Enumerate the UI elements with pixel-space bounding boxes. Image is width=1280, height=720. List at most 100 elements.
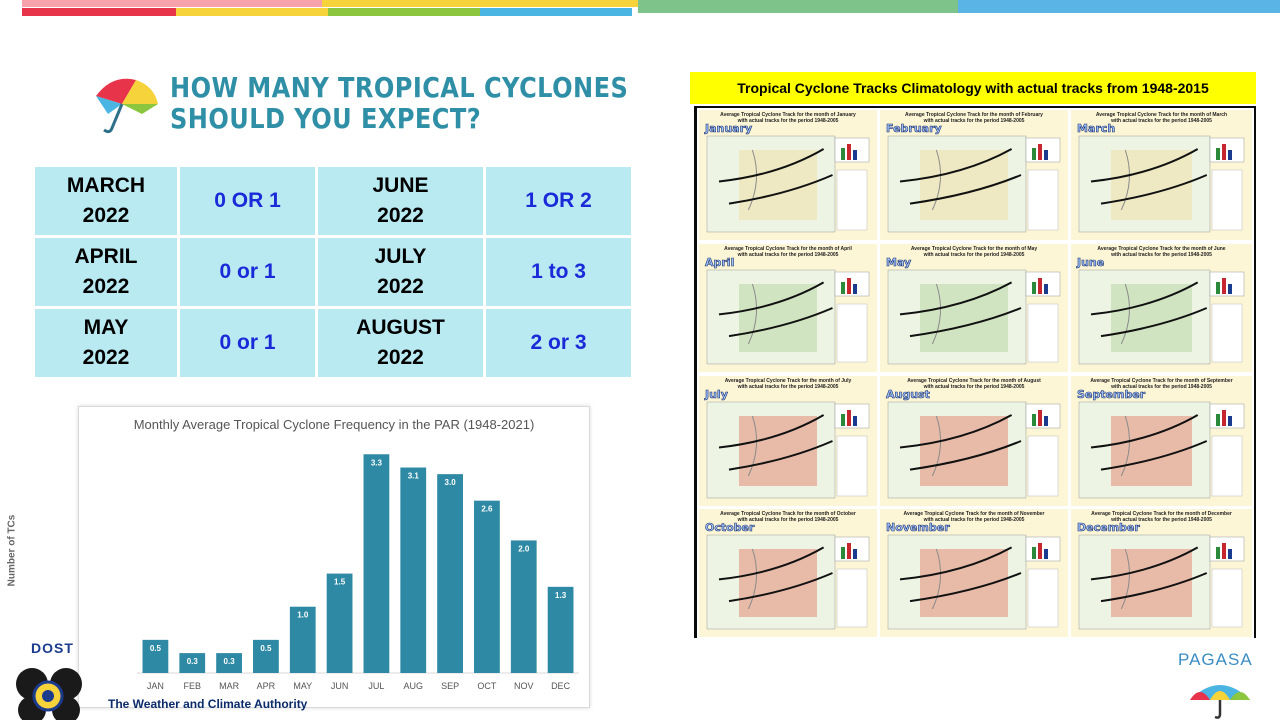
panel-month-label: June — [1077, 256, 1105, 270]
panel-map — [887, 534, 1061, 630]
panel-title: Average Tropical Cyclone Track for the m… — [699, 378, 877, 390]
stripe-pink — [22, 0, 322, 7]
forecast-table: MARCH 2022 0 OR 1 JUNE 2022 1 OR 2 APRIL 20… — [32, 164, 634, 380]
umbrella-icon — [96, 78, 158, 134]
panel-title-line-2: with actual tracks for the period 1948-2… — [737, 118, 839, 124]
panel-map — [706, 534, 870, 630]
chart-plot: 0.5 JAN 0.3 FEB 0.3 MAR 0.5 APR 1.0 MAY 1.5 JUN 3.3 J… — [137, 454, 579, 691]
bar-aug — [400, 467, 427, 673]
year-label: 2022 — [377, 275, 424, 298]
year-label: 2022 — [377, 346, 424, 369]
forecast-value: 0 or 1 — [180, 238, 315, 306]
data-label-jan: 0.5 — [150, 644, 162, 653]
x-tick-sep: SEP — [441, 681, 459, 691]
panel-map — [1078, 401, 1245, 499]
table-row: APRIL 2022 0 or 1 JULY 2022 1 to 3 — [35, 238, 631, 306]
panel-title: Average Tropical Cyclone Track for the m… — [880, 246, 1068, 258]
panel-title: Average Tropical Cyclone Track for the m… — [1071, 112, 1252, 124]
x-tick-oct: OCT — [477, 681, 497, 691]
panel-month-label: March — [1077, 122, 1116, 136]
data-label-apr: 0.5 — [260, 644, 272, 653]
panel-title-line-1: Average Tropical Cyclone Track for the m… — [910, 246, 1038, 252]
track-panel-april: Average Tropical Cyclone Track for the m… — [697, 242, 879, 374]
x-tick-apr: APR — [257, 681, 276, 691]
data-label-sep: 3.0 — [445, 478, 457, 487]
month-label: AUGUST — [356, 316, 445, 339]
panel-title-line-2: with actual tracks for the period 1948-2… — [1111, 252, 1212, 258]
track-panel-october: Average Tropical Cyclone Track for the m… — [697, 507, 879, 639]
panel-month-label: April — [705, 256, 735, 270]
title-line-2: SHOULD YOU EXPECT? — [170, 102, 482, 135]
pagasa-umbrella-icon — [1190, 685, 1250, 719]
panel-title: Average Tropical Cyclone Track for the m… — [699, 246, 877, 258]
panel-month-label: October — [705, 521, 755, 535]
panel-title-line-2: with actual tracks for the period 1948-2… — [1111, 118, 1212, 124]
panel-month-label: January — [705, 122, 753, 136]
panel-title: Average Tropical Cyclone Track for the m… — [699, 112, 877, 124]
panel-month-label: December — [1077, 521, 1140, 535]
stripe-yellow — [176, 8, 328, 16]
panel-title: Average Tropical Cyclone Track for the m… — [880, 112, 1068, 124]
bar-feb — [179, 653, 206, 673]
panel-title-line-1: Average Tropical Cyclone Track for the m… — [1090, 378, 1233, 384]
panel-title-line-2: with actual tracks for the period 1948-2… — [923, 252, 1025, 258]
chart-y-axis-label: Number of TCs — [6, 514, 18, 587]
track-panel-january: Average Tropical Cyclone Track for the m… — [697, 108, 879, 242]
panel-title: Average Tropical Cyclone Track for the m… — [1071, 246, 1252, 258]
panel-map — [706, 269, 870, 365]
panel-title: Average Tropical Cyclone Track for the m… — [1071, 511, 1252, 523]
panel-map — [887, 135, 1061, 233]
data-label-may: 1.0 — [297, 611, 309, 620]
panel-map — [1078, 269, 1245, 365]
data-label-mar: 0.3 — [224, 657, 236, 666]
data-label-dec: 1.3 — [555, 591, 567, 600]
data-label-jun: 1.5 — [334, 578, 346, 587]
track-panel-june: Average Tropical Cyclone Track for the m… — [1069, 242, 1254, 374]
bar-jan — [142, 639, 169, 673]
month-cell: MAY 2022 — [35, 309, 177, 377]
forecast-value: 1 to 3 — [486, 238, 631, 306]
bar-apr — [253, 639, 279, 673]
data-label-oct: 2.6 — [481, 505, 493, 514]
panel-title-line-1: Average Tropical Cyclone Track for the m… — [1097, 246, 1226, 252]
x-tick-dec: DEC — [551, 681, 571, 691]
track-panel-november: Average Tropical Cyclone Track for the m… — [878, 507, 1070, 639]
data-label-aug: 3.1 — [408, 472, 420, 481]
month-cell: JULY 2022 — [318, 238, 483, 306]
stripe-green — [328, 8, 480, 16]
track-panel-december: Average Tropical Cyclone Track for the m… — [1069, 507, 1254, 639]
track-panel-july: Average Tropical Cyclone Track for the m… — [697, 374, 879, 508]
year-label: 2022 — [82, 204, 130, 227]
stripe-yellow-top — [322, 0, 638, 7]
track-panel-august: Average Tropical Cyclone Track for the m… — [878, 374, 1070, 508]
panel-title-line-2: with actual tracks for the period 1948-2… — [923, 118, 1025, 124]
year-label: 2022 — [82, 346, 130, 369]
stripe-blue — [480, 8, 632, 16]
panel-title-line-1: Average Tropical Cyclone Track for the m… — [1091, 511, 1232, 517]
bar-jul — [363, 454, 390, 673]
top-color-bar — [0, 0, 1280, 16]
bar-may — [289, 606, 316, 673]
bar-sep — [437, 474, 463, 673]
pagasa-label: PAGASA — [1178, 650, 1253, 669]
table-row: MAY 2022 0 or 1 AUGUST 2022 2 or 3 — [35, 309, 631, 377]
panel-title-line-1: Average Tropical Cyclone Track for the m… — [724, 246, 852, 252]
tagline: The Weather and Climate Authority — [108, 697, 308, 711]
chart-title: Monthly Average Tropical Cyclone Frequen… — [133, 417, 535, 432]
bar-dec — [547, 586, 574, 673]
month-cell: JUNE 2022 — [318, 167, 483, 235]
forecast-value: 2 or 3 — [486, 309, 631, 377]
panel-title: Average Tropical Cyclone Track for the m… — [1071, 378, 1252, 390]
track-panel-september: Average Tropical Cyclone Track for the m… — [1069, 374, 1254, 508]
month-label: MAY — [83, 316, 129, 339]
x-tick-feb: FEB — [183, 681, 201, 691]
panel-title-line-1: Average Tropical Cyclone Track for the m… — [720, 112, 856, 118]
tc-frequency-chart: Monthly Average Tropical Cyclone Frequen… — [78, 406, 590, 708]
panel-map — [1078, 534, 1245, 630]
panel-title-line-2: with actual tracks for the period 1948-2… — [1111, 384, 1212, 390]
data-label-jul: 3.3 — [371, 458, 383, 467]
month-cell: MARCH 2022 — [35, 167, 177, 235]
panel-title: Average Tropical Cyclone Track for the m… — [880, 511, 1068, 523]
panel-title-line-1: Average Tropical Cyclone Track for the m… — [905, 112, 1043, 118]
panel-title: Average Tropical Cyclone Track for the m… — [699, 511, 877, 523]
